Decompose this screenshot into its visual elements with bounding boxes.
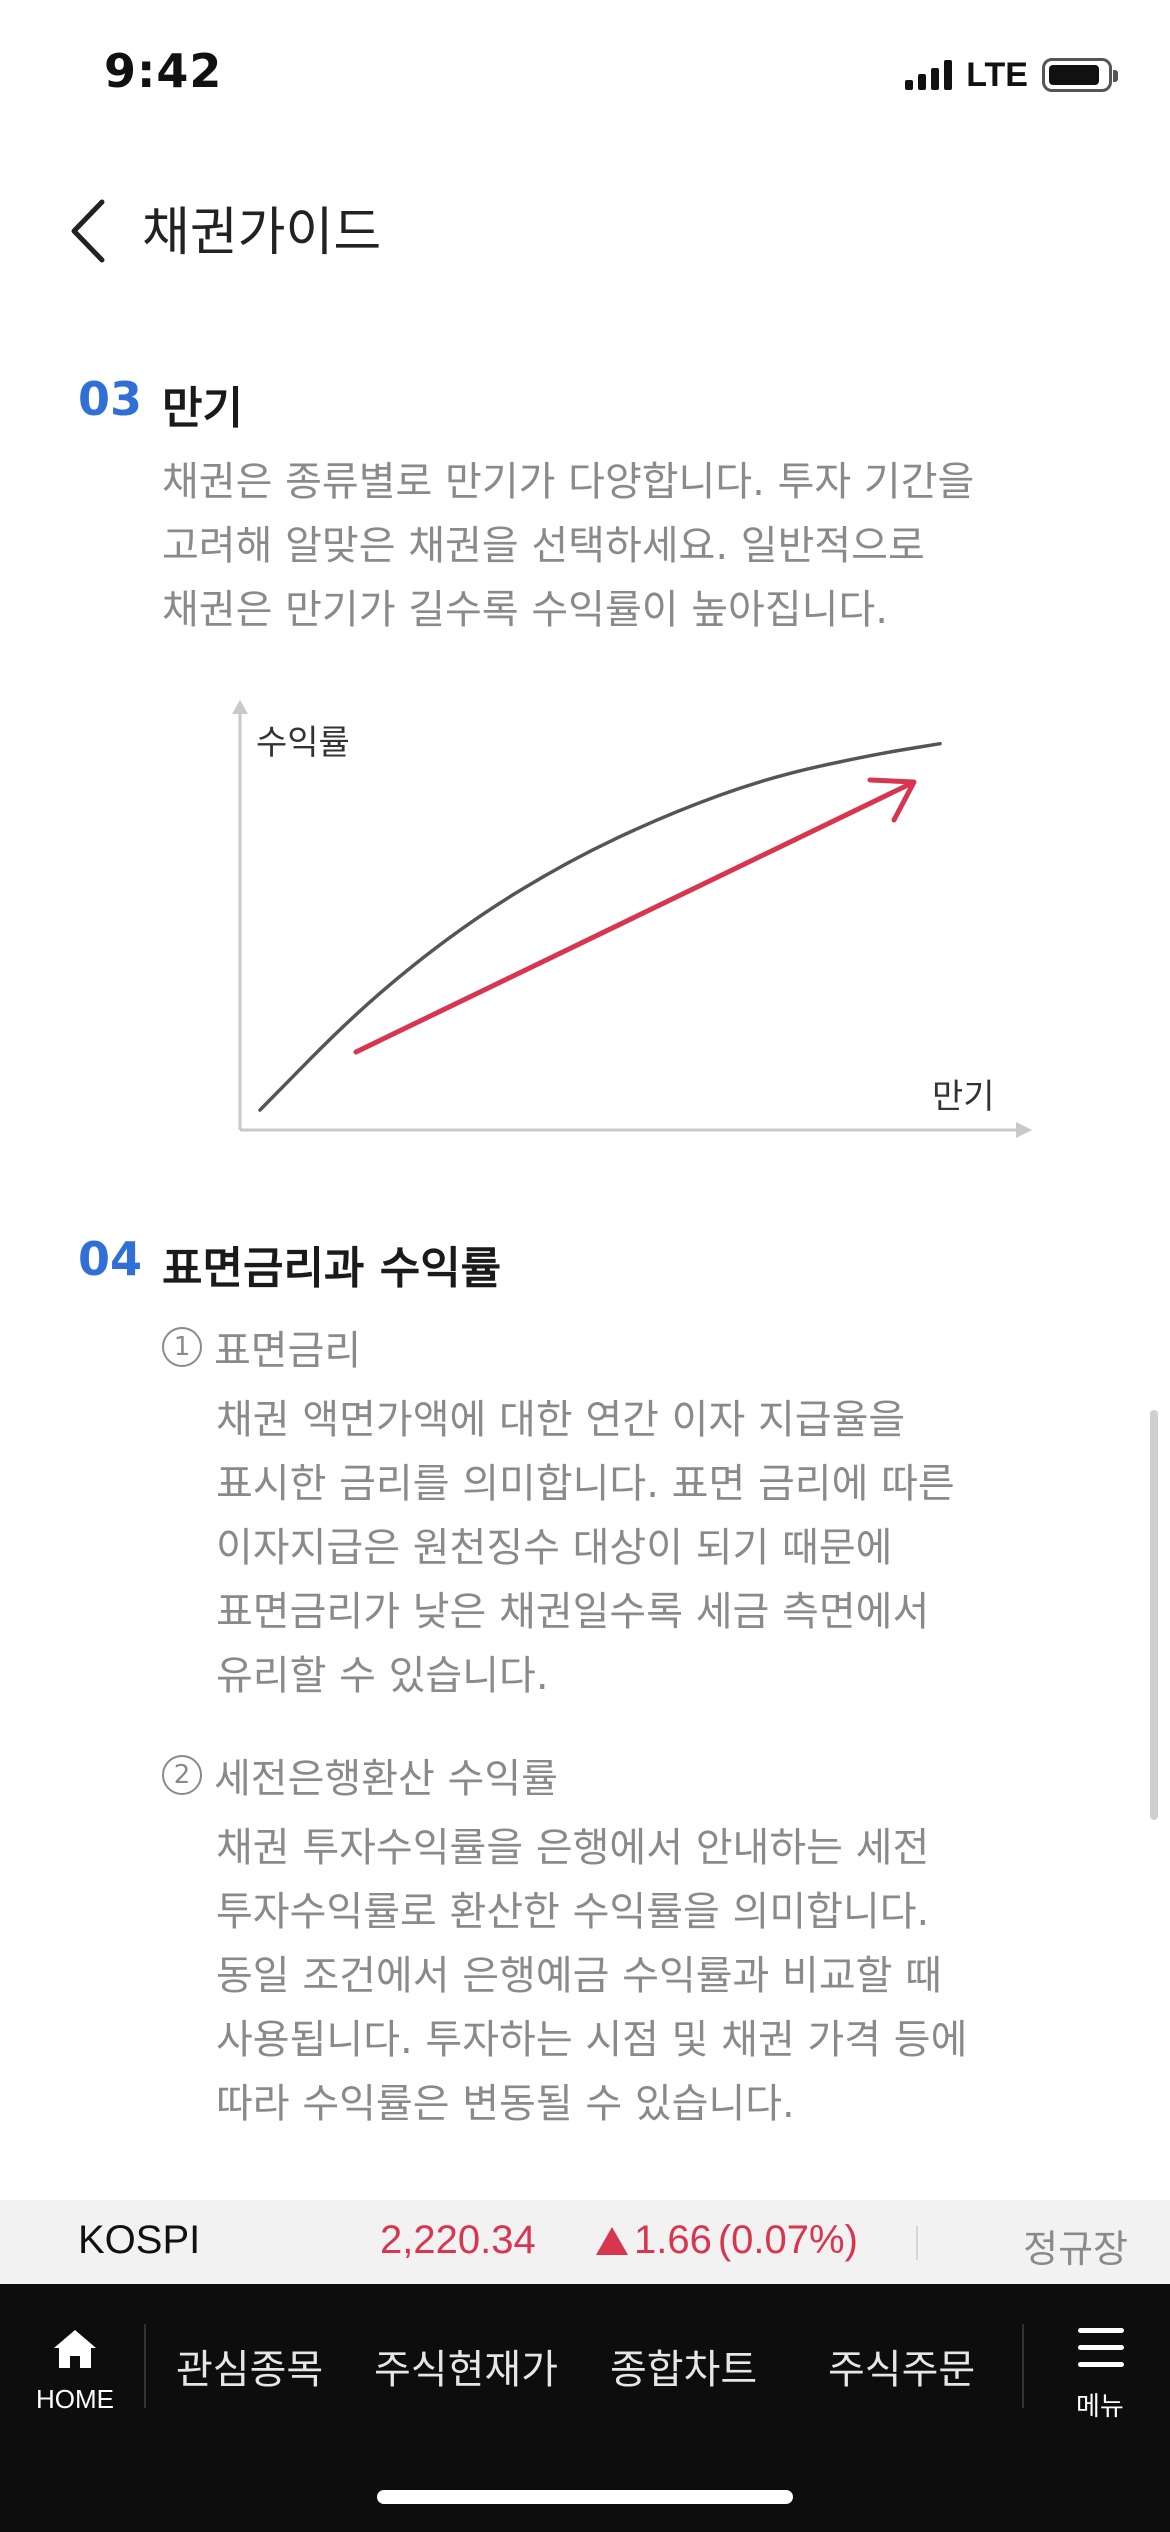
description-line: 투자수익률로 환산한 수익률을 의미합니다. [216,1889,930,1935]
trend-arrow-line [353,781,913,1055]
status-bar: 9:42 LTE [0,0,1170,140]
section-coupon-yield: 04 표면금리과 수익률 1 표면금리 채권 액면가액에 대한 연간 이자 지급… [0,1232,1170,2132]
scrollbar[interactable] [1150,1410,1158,1820]
index-ticker-bar[interactable]: KOSPI 2,220.34 1.66 (0.07%) 정규장 [0,2200,1170,2284]
nav-divider [1022,2324,1024,2408]
index-name: KOSPI [78,2218,201,2262]
index-value: 2,220.34 [380,2218,536,2262]
home-indicator [377,2490,793,2504]
page-header: 채권가이드 [0,160,1170,290]
home-label: HOME [36,2384,114,2414]
nav-chart[interactable]: 종합차트 [610,2347,758,2393]
nav-watchlist[interactable]: 관심종목 [176,2347,324,2393]
description-line: 유리할 수 있습니다. [216,1653,549,1699]
y-axis-arrow-icon [232,700,248,714]
page-title: 채권가이드 [142,203,382,263]
nav-home-button[interactable]: HOME [28,2320,124,2430]
battery-icon [1042,58,1118,92]
nav-divider [144,2324,146,2408]
divider [916,2226,918,2260]
description-line: 이자지급은 원천징수 대상이 되기 때문에 [216,1525,893,1571]
subsection-heading: 2 세전은행환산 수익률 [162,1746,558,1804]
description-line: 표시한 금리를 의미합니다. 표면 금리에 따른 [216,1461,955,1507]
x-axis-arrow-icon [1016,1122,1032,1138]
bottom-navigation: HOME 관심종목 주식현재가 종합차트 주식주문 메뉴 [0,2284,1170,2532]
description-line: 채권 투자수익률을 은행에서 안내하는 세전 [216,1825,930,1871]
description-line: 채권 액면가액에 대한 연간 이자 지급율을 [216,1397,906,1443]
back-chevron-icon[interactable] [62,196,122,266]
change-percent: (0.07%) [717,2218,858,2262]
market-session: 정규장 [1023,2227,1128,2271]
nav-menu-button[interactable]: 메뉴 [1062,2320,1142,2430]
nav-stock-price[interactable]: 주식현재가 [374,2347,558,2393]
circled-number-icon: 1 [162,1327,202,1367]
description-line: 채권은 종류별로 만기가 다양합니다. 투자 기간을 [162,459,975,505]
subsection-description: 채권 액면가액에 대한 연간 이자 지급율을 표시한 금리를 의미합니다. 표면… [216,1388,955,1708]
signal-icon [905,60,953,90]
description-line: 사용됩니다. 투자하는 시점 및 채권 가격 등에 [216,2017,968,2063]
section-title: 표면금리과 수익률 [162,1243,502,1294]
description-line: 동일 조건에서 은행예금 수익률과 비교할 때 [216,1953,942,1999]
yield-curve-line [258,741,942,1112]
subsection-description: 채권 투자수익률을 은행에서 안내하는 세전 투자수익률로 환산한 수익률을 의… [216,1816,967,2136]
x-axis-label: 만기 [932,1077,995,1117]
index-change: 1.66 (0.07%) [596,2218,858,2263]
subsection-title: 세전은행환산 수익률 [214,1756,558,1802]
network-label: LTE [966,55,1028,94]
nav-order[interactable]: 주식주문 [828,2347,976,2393]
status-indicators: LTE [905,52,1118,98]
trend-arrow-head-icon [867,777,917,823]
description-line: 표면금리가 낮은 채권일수록 세금 측면에서 [216,1589,930,1635]
status-time: 9:42 [104,44,223,98]
section-description: 채권은 종류별로 만기가 다양합니다. 투자 기간을 고려해 알맞은 채권을 선… [162,450,974,642]
circled-number-icon: 2 [162,1755,202,1795]
description-line: 따라 수익률은 변동될 수 있습니다. [216,2081,795,2127]
subsection-heading: 1 표면금리 [162,1318,361,1376]
section-title: 만기 [162,383,243,434]
maturity-yield-chart: 수익률 만기 [232,700,1032,1138]
hamburger-menu-icon [1078,2328,1124,2368]
up-triangle-icon [596,2226,628,2255]
section-number: 03 [78,372,143,426]
home-icon [54,2330,96,2368]
section-maturity: 03 만기 채권은 종류별로 만기가 다양합니다. 투자 기간을 고려해 알맞은… [0,372,1170,672]
change-amount: 1.66 [634,2218,712,2262]
description-line: 채권은 만기가 길수록 수익률이 높아집니다. [162,587,888,633]
section-number: 04 [78,1232,143,1286]
menu-label: 메뉴 [1076,2392,1124,2422]
subsection-title: 표면금리 [214,1328,362,1374]
description-line: 고려해 알맞은 채권을 선택하세요. 일반적으로 [162,523,925,569]
y-axis-label: 수익률 [256,723,350,763]
